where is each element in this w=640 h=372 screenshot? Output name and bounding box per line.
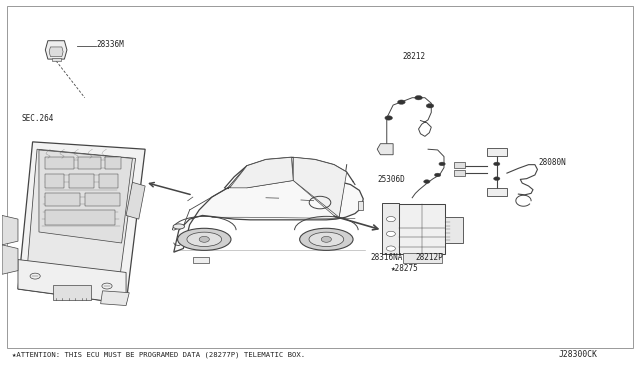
Polygon shape bbox=[2, 245, 18, 274]
Polygon shape bbox=[49, 47, 63, 57]
Ellipse shape bbox=[173, 224, 184, 229]
Text: 25306D: 25306D bbox=[377, 175, 405, 184]
Polygon shape bbox=[382, 202, 399, 254]
Bar bbox=[105, 157, 121, 170]
Text: 28336M: 28336M bbox=[96, 40, 124, 49]
Bar bbox=[358, 201, 364, 210]
Polygon shape bbox=[100, 291, 129, 305]
Polygon shape bbox=[377, 144, 393, 155]
Circle shape bbox=[493, 177, 500, 180]
Polygon shape bbox=[45, 41, 67, 59]
Text: 28212: 28212 bbox=[403, 52, 426, 61]
Polygon shape bbox=[2, 215, 18, 245]
Bar bbox=[193, 257, 209, 263]
Bar bbox=[454, 170, 465, 176]
Circle shape bbox=[321, 236, 332, 242]
Polygon shape bbox=[230, 157, 293, 188]
Bar bbox=[78, 157, 100, 170]
Text: 28316NA: 28316NA bbox=[371, 253, 403, 262]
Circle shape bbox=[397, 100, 405, 104]
Bar bbox=[45, 174, 65, 188]
Bar bbox=[403, 253, 442, 263]
Bar bbox=[486, 148, 507, 156]
Bar bbox=[454, 162, 465, 169]
Text: 28080N: 28080N bbox=[538, 158, 566, 167]
Circle shape bbox=[439, 162, 445, 166]
Polygon shape bbox=[52, 58, 61, 61]
Polygon shape bbox=[126, 182, 145, 219]
Bar bbox=[99, 174, 118, 188]
Polygon shape bbox=[173, 179, 364, 252]
Circle shape bbox=[424, 180, 430, 183]
Bar bbox=[69, 174, 94, 188]
Circle shape bbox=[387, 246, 396, 251]
Polygon shape bbox=[293, 157, 347, 217]
Polygon shape bbox=[26, 149, 136, 293]
Bar bbox=[445, 217, 463, 243]
Ellipse shape bbox=[309, 232, 344, 247]
Circle shape bbox=[387, 231, 396, 236]
Text: ★28275: ★28275 bbox=[390, 264, 419, 273]
Circle shape bbox=[199, 236, 209, 242]
Text: 28212P: 28212P bbox=[415, 253, 443, 262]
Bar bbox=[486, 188, 507, 196]
Text: ★ATTENTION: THIS ECU MUST BE PROGRAMED DATA (28277P) TELEMATIC BOX.: ★ATTENTION: THIS ECU MUST BE PROGRAMED D… bbox=[12, 352, 305, 358]
Bar bbox=[45, 210, 115, 225]
Ellipse shape bbox=[177, 228, 231, 250]
Polygon shape bbox=[39, 150, 132, 243]
Bar bbox=[53, 285, 91, 300]
Circle shape bbox=[493, 162, 500, 166]
Text: J28300CK: J28300CK bbox=[559, 350, 597, 359]
Text: SEC.264: SEC.264 bbox=[21, 113, 54, 122]
Circle shape bbox=[435, 173, 441, 177]
Circle shape bbox=[415, 96, 422, 100]
Bar bbox=[84, 193, 120, 206]
Circle shape bbox=[426, 104, 434, 108]
Circle shape bbox=[387, 217, 396, 222]
Polygon shape bbox=[18, 142, 145, 304]
Polygon shape bbox=[18, 260, 126, 304]
Ellipse shape bbox=[300, 228, 353, 250]
Bar bbox=[399, 204, 445, 254]
Bar bbox=[45, 193, 80, 206]
Circle shape bbox=[385, 116, 392, 120]
Bar bbox=[45, 157, 74, 170]
Ellipse shape bbox=[187, 232, 221, 247]
